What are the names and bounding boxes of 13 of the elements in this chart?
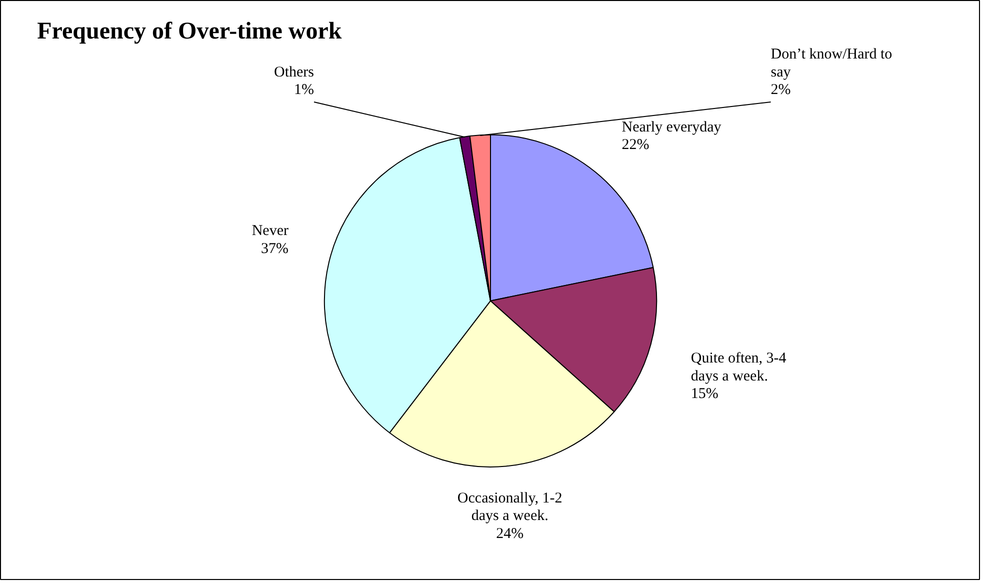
data-label: 37%: [261, 240, 288, 257]
chart-title: Frequency of Over-time work: [37, 18, 342, 45]
data-label: 2%: [770, 82, 791, 98]
data-label: 15%: [690, 386, 718, 402]
slice-label: Occasionally, 1-2 days a week.: [457, 490, 562, 524]
slice-label: Quite often, 3-4 days a week.: [690, 350, 787, 384]
slice-label: Nearly everyday: [622, 120, 722, 136]
data-label: 1%: [294, 82, 314, 98]
slice-label: Never: [252, 223, 289, 240]
slice-label: Don’t know/Hard to say: [770, 46, 892, 80]
data-label: 24%: [496, 526, 524, 542]
slice-label: Others: [274, 64, 314, 80]
data-label: 22%: [622, 137, 650, 154]
